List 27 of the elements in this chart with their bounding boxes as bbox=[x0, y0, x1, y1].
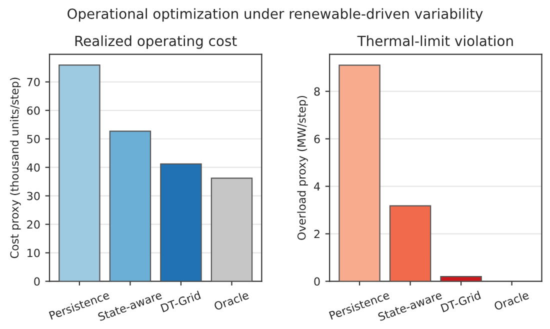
y-tick-label: 50 bbox=[27, 134, 40, 144]
bar bbox=[440, 276, 482, 282]
x-tick-label: Oracle bbox=[494, 290, 530, 311]
y-tick-label: 60 bbox=[27, 106, 40, 115]
y-axis-title: Cost proxy (thousand units/step) bbox=[10, 78, 21, 258]
bar bbox=[160, 163, 202, 282]
y-axis-title: Overload proxy (MW/step) bbox=[297, 96, 308, 240]
y-tick-label: 4 bbox=[314, 182, 320, 191]
bar bbox=[338, 64, 380, 282]
chart-title: Thermal-limit violation bbox=[357, 35, 513, 46]
y-tick-label: 8 bbox=[314, 87, 320, 96]
y-tick-label: 40 bbox=[26, 163, 40, 172]
y-tick-label: 30 bbox=[27, 192, 40, 200]
y-tick-label: 20 bbox=[27, 220, 40, 229]
y-tick-label: 2 bbox=[314, 230, 320, 238]
bar bbox=[210, 178, 253, 282]
y-tick-label: 0 bbox=[34, 277, 40, 286]
x-tick-label: Oracle bbox=[213, 290, 250, 311]
bar bbox=[58, 64, 100, 282]
text: Operational optimization under renewable-driven variability bbox=[68, 8, 483, 22]
y-tick-label: 0 bbox=[314, 277, 320, 286]
y-tick-label: 70 bbox=[27, 78, 40, 86]
y-tick-label: 6 bbox=[314, 134, 320, 144]
y-tick-label: 10 bbox=[28, 248, 40, 258]
bar bbox=[389, 205, 432, 282]
bar bbox=[109, 130, 152, 282]
chart-title: Realized operating cost bbox=[75, 35, 237, 49]
